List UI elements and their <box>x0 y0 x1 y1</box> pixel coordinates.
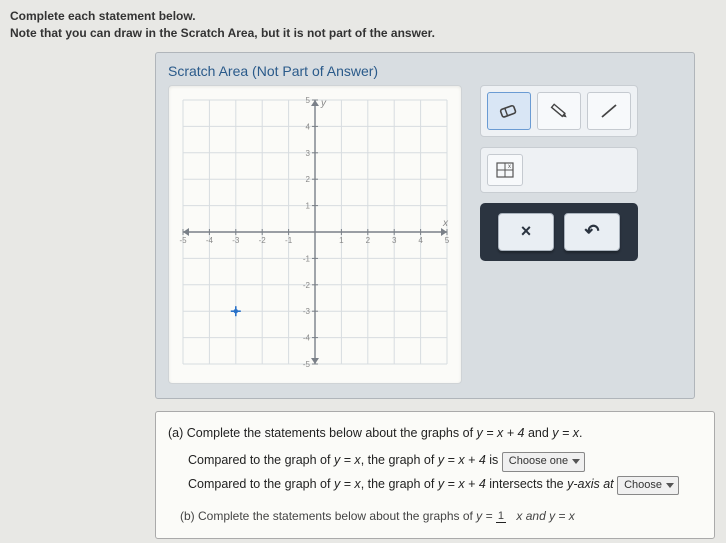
svg-text:-3: -3 <box>303 307 311 316</box>
tool-panel: x × ↶ <box>480 85 638 261</box>
scratch-title: Scratch Area (Not Part of Answer) <box>168 63 682 79</box>
grid-toggle-button[interactable]: x <box>487 154 523 186</box>
grid-icon: x <box>495 161 515 179</box>
line-button[interactable] <box>587 92 631 130</box>
svg-text:x: x <box>442 218 449 229</box>
part-a-intro: (a) Complete the statements below about … <box>168 422 702 446</box>
svg-text:1: 1 <box>306 201 311 210</box>
graph-box[interactable]: -5 -5 -4 -4 -3 -3 -2 -2 -1 -1 1 1 2 2 3 3 4 4 5 5 x y <box>168 85 462 384</box>
scratch-area: Scratch Area (Not Part of Answer) -5 -5 -4… <box>155 52 695 399</box>
svg-text:4: 4 <box>418 236 423 245</box>
statement-1: Compared to the graph of y = x, the grap… <box>168 449 702 473</box>
question-part-a: (a) Complete the statements below about … <box>155 411 715 539</box>
line-icon <box>597 101 621 121</box>
instructions: Complete each statement below. Note that… <box>0 0 726 46</box>
svg-text:-1: -1 <box>303 254 311 263</box>
scratch-body: -5 -5 -4 -4 -3 -3 -2 -2 -1 -1 1 1 2 2 3 3 4 4 5 5 x y <box>168 85 682 384</box>
svg-text:-4: -4 <box>303 333 311 342</box>
svg-text:4: 4 <box>306 122 311 131</box>
svg-text:x: x <box>508 164 511 170</box>
svg-text:2: 2 <box>366 236 371 245</box>
pencil-icon <box>547 101 571 121</box>
grid-tool-row: x <box>480 147 638 193</box>
eraser-icon <box>497 101 521 121</box>
svg-text:5: 5 <box>306 96 311 105</box>
main-panel: Scratch Area (Not Part of Answer) -5 -5 -4… <box>155 52 715 539</box>
svg-text:-2: -2 <box>303 280 311 289</box>
clear-icon: × <box>521 221 532 242</box>
dropdown-intercept[interactable]: Choose <box>617 476 679 495</box>
clear-button[interactable]: × <box>498 213 554 251</box>
coordinate-graph[interactable]: -5 -5 -4 -4 -3 -3 -2 -2 -1 -1 1 1 2 2 3 3 4 4 5 5 x y <box>175 92 455 372</box>
svg-text:2: 2 <box>306 175 311 184</box>
svg-text:-2: -2 <box>259 236 267 245</box>
svg-text:-3: -3 <box>232 236 240 245</box>
draw-tools-row <box>480 85 638 137</box>
undo-button[interactable]: ↶ <box>564 213 620 251</box>
svg-text:5: 5 <box>445 236 450 245</box>
fraction: 1 <box>496 511 513 522</box>
instruction-line2: Note that you can draw in the Scratch Ar… <box>10 26 435 40</box>
instruction-line1: Complete each statement below. <box>10 9 196 23</box>
action-panel: × ↶ <box>480 203 638 261</box>
svg-text:-4: -4 <box>206 236 214 245</box>
svg-text:-1: -1 <box>285 236 293 245</box>
svg-text:-5: -5 <box>303 360 311 369</box>
statement-2: Compared to the graph of y = x, the grap… <box>168 473 702 497</box>
svg-text:3: 3 <box>392 236 397 245</box>
dropdown-shift[interactable]: Choose one <box>502 452 585 471</box>
svg-text:1: 1 <box>339 236 344 245</box>
svg-text:-5: -5 <box>179 236 187 245</box>
part-b-cutoff: (b) Complete the statements below about … <box>168 505 702 528</box>
svg-text:3: 3 <box>306 148 311 157</box>
pencil-button[interactable] <box>537 92 581 130</box>
eraser-button[interactable] <box>487 92 531 130</box>
undo-icon: ↶ <box>584 221 599 242</box>
svg-text:y: y <box>320 98 327 109</box>
